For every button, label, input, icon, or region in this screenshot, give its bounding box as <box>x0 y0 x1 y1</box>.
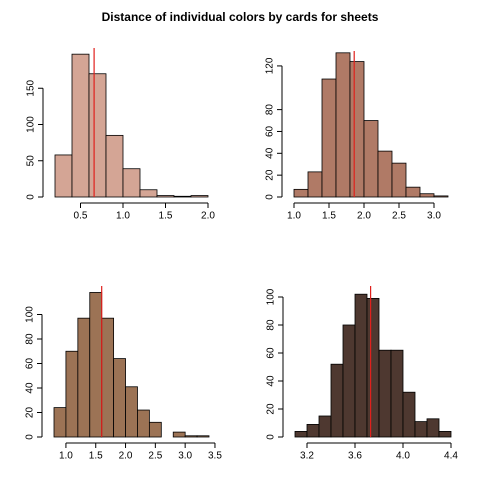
bar <box>377 150 393 198</box>
x-tick-label: 2.0 <box>119 451 133 462</box>
bar <box>173 195 192 198</box>
bar <box>354 293 368 438</box>
bar <box>172 431 186 438</box>
bar <box>318 415 332 438</box>
y-tick-label: 0 <box>26 194 37 200</box>
y-tick-label: 80 <box>25 333 36 345</box>
bar <box>293 188 309 198</box>
bar <box>137 409 150 438</box>
bar <box>342 324 356 438</box>
bar <box>88 73 107 198</box>
bar <box>113 358 126 438</box>
y-tick-label: 40 <box>25 382 36 394</box>
bar <box>414 421 428 438</box>
bar <box>294 430 308 438</box>
bar <box>65 350 79 438</box>
bar <box>125 386 138 438</box>
bar <box>307 171 323 198</box>
x-tick-label: 3.0 <box>178 451 192 462</box>
x-tick-label: 1.0 <box>287 211 301 222</box>
y-tick-label: 50 <box>26 155 37 167</box>
bar <box>306 423 320 438</box>
bar <box>433 195 449 198</box>
bar <box>77 317 91 438</box>
y-tick-label: 0 <box>265 194 276 200</box>
x-tick-label: 2.5 <box>392 211 406 222</box>
bar <box>349 61 365 198</box>
y-tick-label: 60 <box>266 347 277 359</box>
bar <box>190 195 209 198</box>
x-tick-label: 3.6 <box>348 451 362 462</box>
y-tick-label: 100 <box>26 116 37 133</box>
x-tick-label: 1.5 <box>89 451 103 462</box>
bar <box>71 53 90 198</box>
bar <box>426 418 440 438</box>
bar <box>122 168 141 198</box>
x-tick-label: 2.0 <box>357 211 371 222</box>
y-tick-label: 60 <box>25 358 36 370</box>
bar <box>196 435 210 438</box>
y-tick-label: 60 <box>265 125 276 137</box>
x-tick-label: 3.2 <box>300 451 314 462</box>
x-tick-label: 2.0 <box>201 211 215 222</box>
y-tick-label: 120 <box>265 57 276 74</box>
bar <box>391 162 407 198</box>
y-tick-label: 100 <box>25 306 36 323</box>
bar <box>330 363 344 438</box>
x-tick-label: 1.0 <box>59 451 73 462</box>
x-tick-label: 1.5 <box>322 211 336 222</box>
bar <box>390 349 404 438</box>
y-tick-label: 20 <box>266 403 277 415</box>
y-tick-label: 100 <box>266 288 277 305</box>
bar <box>402 391 416 438</box>
bar <box>366 297 380 438</box>
y-tick-label: 80 <box>266 319 277 331</box>
y-tick-label: 40 <box>266 375 277 387</box>
bar <box>89 292 103 438</box>
y-tick-label: 40 <box>265 147 276 159</box>
bar <box>105 134 124 198</box>
figure-title: Distance of individual colors by cards f… <box>102 10 379 24</box>
x-tick-label: 4.0 <box>396 451 410 462</box>
y-tick-label: 0 <box>25 434 36 440</box>
y-tick-label: 80 <box>265 104 276 116</box>
bar <box>438 430 452 438</box>
bar <box>148 421 162 438</box>
bar <box>184 435 198 438</box>
bar <box>419 193 435 198</box>
bar <box>363 120 379 198</box>
x-tick-label: 3.5 <box>208 451 222 462</box>
x-tick-label: 4.4 <box>444 451 458 462</box>
bar <box>53 407 67 438</box>
x-tick-label: 0.5 <box>74 211 88 222</box>
y-tick-label: 20 <box>265 169 276 181</box>
bar <box>335 52 351 198</box>
y-tick-label: 150 <box>26 79 37 96</box>
y-tick-label: 0 <box>266 434 277 440</box>
y-tick-label: 20 <box>25 407 36 419</box>
bar <box>321 78 337 198</box>
bar <box>156 195 175 198</box>
bar <box>378 349 392 438</box>
bar <box>101 317 115 438</box>
bar <box>54 154 73 198</box>
x-tick-label: 3.0 <box>427 211 441 222</box>
x-tick-label: 1.5 <box>159 211 173 222</box>
bar <box>405 186 421 198</box>
x-tick-label: 1.0 <box>116 211 130 222</box>
bar <box>139 189 158 198</box>
x-tick-label: 2.5 <box>148 451 162 462</box>
